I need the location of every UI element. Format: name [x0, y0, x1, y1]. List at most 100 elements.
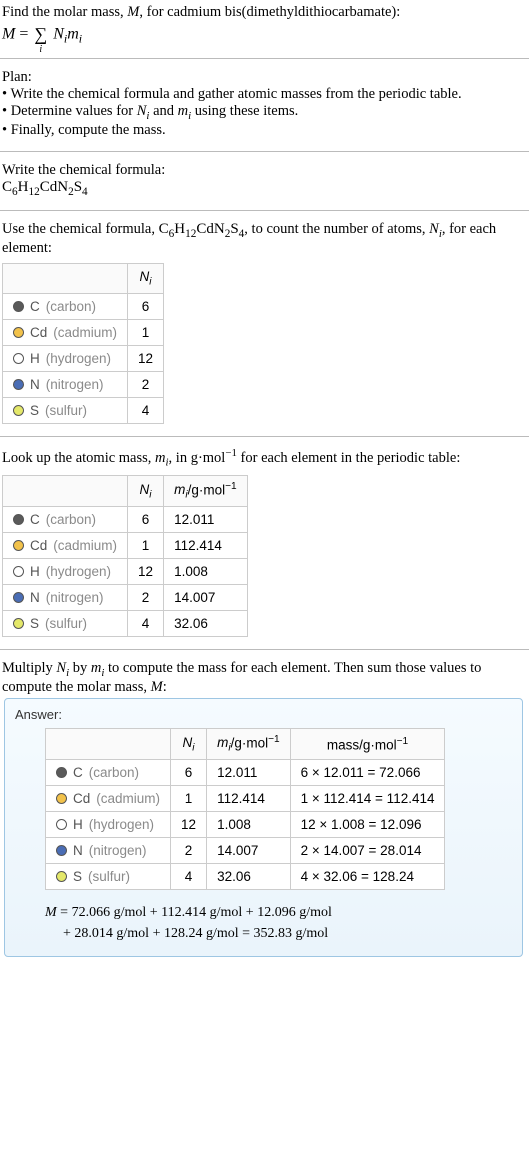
- n-value: 6: [171, 760, 207, 786]
- element-swatch-icon: [13, 540, 24, 551]
- element-cell: C(carbon): [56, 765, 160, 780]
- prompt-text: Find the molar mass, M, for cadmium bis(…: [2, 4, 527, 21]
- element-symbol: N: [30, 590, 40, 605]
- chemical-formula: C6H12CdN2S4: [2, 179, 527, 198]
- element-swatch-icon: [13, 301, 24, 312]
- element-swatch-icon: [13, 514, 24, 525]
- element-name: (nitrogen): [46, 590, 104, 605]
- element-cell: H(hydrogen): [13, 564, 117, 579]
- element-symbol: H: [73, 817, 83, 832]
- table-row: H(hydrogen)121.00812 × 1.008 = 12.096: [46, 812, 445, 838]
- element-name: (cadmium): [53, 538, 117, 553]
- sigma-icon: ∑i: [34, 25, 47, 44]
- answer-box: Answer: Nimi/g·mol−1mass/g·mol−1C(carbon…: [4, 698, 523, 957]
- text: , in g·mol: [169, 450, 226, 466]
- text: Multiply: [2, 660, 56, 676]
- element-name: (nitrogen): [89, 843, 147, 858]
- element-symbol: H: [30, 351, 40, 366]
- element-cell: C (carbon): [13, 299, 117, 314]
- atom-count-table: NiC(carbon)6Cd(cadmium)1H(hydrogen)12N(n…: [2, 263, 164, 424]
- element-symbol: S: [73, 869, 82, 884]
- m-value: 112.414: [164, 532, 248, 558]
- element-swatch-icon: [13, 353, 24, 364]
- element-name: (sulfur): [88, 869, 130, 884]
- table-row: Cd(cadmium)1112.414: [3, 532, 248, 558]
- step2-intro: Use the chemical formula, C6H12CdN2S4, t…: [2, 221, 527, 257]
- element-swatch-icon: [56, 819, 67, 830]
- final-molar-mass: M = 72.066 g/mol + 112.414 g/mol + 12.09…: [45, 902, 512, 944]
- m-value: 12.011: [164, 506, 248, 532]
- element-cell: S(sulfur): [13, 403, 117, 418]
- divider: [0, 649, 529, 650]
- formula-sym: H: [18, 179, 29, 195]
- n-value: 1: [171, 786, 207, 812]
- text: for each element in the periodic table:: [237, 450, 460, 466]
- element-swatch-icon: [56, 871, 67, 882]
- formula-sym: C: [2, 179, 12, 195]
- n-value: 6: [128, 506, 164, 532]
- sub-i: i: [79, 31, 82, 45]
- element-cell: N (nitrogen): [13, 590, 117, 605]
- mass-calc: 12 × 1.008 = 12.096: [290, 812, 445, 838]
- text: by: [69, 660, 91, 676]
- step1-section: Write the chemical formula: C6H12CdN2S4: [0, 158, 529, 204]
- divider: [0, 151, 529, 152]
- sigma-sub: i: [39, 44, 42, 55]
- element-swatch-icon: [13, 592, 24, 603]
- element-symbol: C: [30, 299, 40, 314]
- table-row: Cd (cadmium) 1: [3, 320, 164, 346]
- var-M: M: [2, 25, 15, 42]
- element-name: (carbon): [46, 299, 96, 314]
- element-swatch-icon: [56, 767, 67, 778]
- element-swatch-icon: [56, 845, 67, 856]
- table-row: S(sulfur)432.064 × 32.06 = 128.24: [46, 864, 445, 890]
- divider: [0, 58, 529, 59]
- n-value: 4: [171, 864, 207, 890]
- element-swatch-icon: [13, 405, 24, 416]
- table-row: C(carbon)612.0116 × 12.011 = 72.066: [46, 760, 445, 786]
- formula-sym: S: [74, 179, 82, 195]
- m-value: 12.011: [207, 760, 291, 786]
- n-value: 1: [128, 320, 164, 346]
- formula-sym: CdN: [40, 179, 68, 195]
- table-row: S(sulfur) 4: [3, 398, 164, 424]
- n-value: 12: [128, 346, 164, 372]
- divider: [0, 436, 529, 437]
- m-value: 32.06: [207, 864, 291, 890]
- atomic-mass-table: Nimi/g·mol−1C(carbon)612.011Cd(cadmium)1…: [2, 475, 248, 637]
- element-symbol: Cd: [30, 325, 47, 340]
- element-swatch-icon: [13, 379, 24, 390]
- m-value: 32.06: [164, 610, 248, 636]
- element-name: (hydrogen): [46, 351, 111, 366]
- element-symbol: S: [30, 616, 39, 631]
- plan-title: Plan:: [2, 69, 527, 86]
- text: Look up the atomic mass,: [2, 450, 155, 466]
- element-name: (carbon): [89, 765, 139, 780]
- var-N: N: [137, 103, 147, 119]
- element-symbol: S: [30, 403, 39, 418]
- element-name: (cadmium): [53, 325, 117, 340]
- element-swatch-icon: [56, 793, 67, 804]
- mass-calc: 1 × 112.414 = 112.414: [290, 786, 445, 812]
- element-cell: S (sulfur): [13, 616, 117, 631]
- text: , for cadmium bis(dimethyldithiocarbamat…: [139, 4, 400, 20]
- molar-mass-formula: M = ∑i Nimi: [2, 25, 82, 46]
- n-value: 4: [128, 398, 164, 424]
- element-name: (sulfur): [45, 616, 87, 631]
- step2-section: Use the chemical formula, C6H12CdN2S4, t…: [0, 217, 529, 430]
- n-value: 6: [128, 294, 164, 320]
- formula-sub: 4: [82, 186, 88, 198]
- mass-calc: 2 × 14.007 = 28.014: [290, 838, 445, 864]
- table-row: Cd(cadmium)1112.4141 × 112.414 = 112.414: [46, 786, 445, 812]
- element-symbol: H: [30, 564, 40, 579]
- n-value: 4: [128, 610, 164, 636]
- table-row: H(hydrogen)121.008: [3, 558, 248, 584]
- element-name: (carbon): [46, 512, 96, 527]
- text: and: [149, 103, 177, 119]
- element-cell: N(nitrogen): [56, 843, 160, 858]
- plan-bullet: • Finally, compute the mass.: [2, 122, 527, 139]
- text: Find the molar mass,: [2, 4, 127, 20]
- element-cell: N(nitrogen): [13, 377, 117, 392]
- m-value: 112.414: [207, 786, 291, 812]
- var-N: N: [56, 660, 66, 676]
